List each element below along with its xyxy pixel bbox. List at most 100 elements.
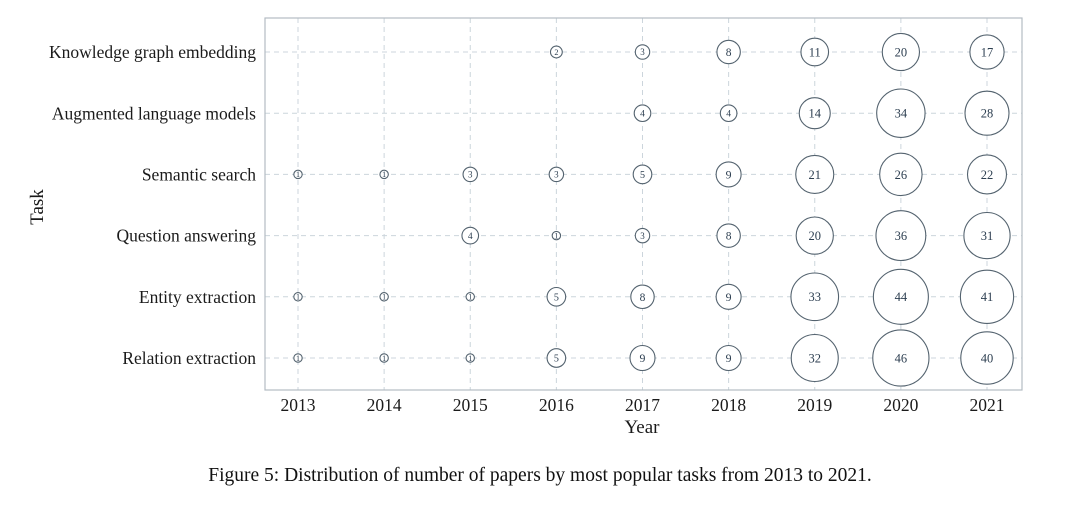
bubble-value-label: 4: [468, 231, 473, 242]
bubble-2019-value: [795, 154, 835, 194]
bubble-2019-value: [790, 272, 840, 322]
bubble-2020-value: [881, 32, 921, 72]
bubble-2018-value: [715, 344, 742, 372]
bubble-value-label: 5: [554, 354, 559, 365]
bubble-2013-value: [293, 292, 303, 302]
bubble-value-label: 9: [640, 351, 646, 365]
bubble-2015-value: [465, 292, 475, 302]
bubble-value-label: 1: [554, 231, 558, 240]
bubble-2017-value: [632, 164, 653, 185]
bubble-value-label: 20: [809, 229, 822, 243]
bubble-value-label: 22: [981, 168, 994, 182]
x-tick-label: 2019: [797, 395, 832, 415]
x-tick-label: 2018: [711, 395, 746, 415]
bubble-2020-value: [875, 210, 927, 262]
bubble-value-label: 1: [382, 170, 386, 179]
x-tick-label: 2014: [367, 395, 402, 415]
bubble-value-label: 4: [640, 109, 645, 120]
bubble-2021-value: [966, 154, 1008, 195]
bubble-2015-value: [461, 226, 480, 245]
bubble-value-label: 41: [981, 290, 994, 304]
y-tick-label: Relation extraction: [122, 348, 256, 368]
bubble-value-label: 9: [726, 290, 732, 304]
bubble-2015-value: [462, 166, 478, 183]
x-tick-label: 2015: [453, 395, 488, 415]
bubble-2015-value: [465, 353, 475, 363]
bubble-value-label: 1: [468, 293, 472, 302]
bubble-value-label: 33: [809, 290, 822, 304]
bubble-2013-value: [293, 169, 303, 180]
bubble-2020-value: [879, 152, 923, 197]
bubble-value-label: 44: [895, 290, 908, 304]
x-tick-label: 2017: [625, 395, 660, 415]
bubble-value-label: 31: [981, 229, 994, 243]
bubble-2018-value: [716, 223, 741, 248]
bubble-value-label: 3: [640, 47, 645, 57]
bubble-value-label: 8: [726, 231, 732, 243]
bubble-2016-value: [548, 166, 565, 183]
bubble-2017-value: [634, 44, 651, 60]
bubble-value-label: 9: [726, 351, 732, 365]
bubble-value-label: 5: [640, 170, 645, 181]
bubble-value-label: 1: [468, 354, 472, 363]
bubble-2017-value: [630, 284, 655, 310]
bubble-value-label: 1: [296, 293, 300, 302]
bubble-2014-value: [379, 169, 389, 180]
y-tick-label: Semantic search: [142, 165, 256, 185]
y-tick-label: Augmented language models: [52, 103, 256, 123]
bubble-2016-value: [549, 45, 563, 59]
y-tick-label: Entity extraction: [139, 287, 256, 307]
x-tick-label: 2021: [970, 395, 1005, 415]
bubble-2020-value: [876, 88, 926, 138]
bubble-value-label: 28: [981, 107, 994, 121]
bubble-2018-value: [719, 104, 738, 123]
bubble-value-label: 40: [981, 351, 994, 365]
bubble-2017-value: [633, 104, 652, 123]
bubble-value-label: 1: [382, 293, 386, 302]
bubble-2017-value: [634, 227, 651, 244]
bubble-value-label: 3: [468, 170, 473, 180]
bubble-value-label: 3: [640, 231, 645, 241]
bubble-value-label: 36: [895, 229, 908, 243]
bubble-2019-value: [795, 216, 834, 255]
bubble-value-label: 1: [296, 170, 300, 179]
bubble-2019-value: [800, 37, 830, 67]
bubble-2013-value: [293, 353, 303, 363]
bubble-value-label: 3: [554, 170, 559, 180]
bubble-2018-value: [716, 39, 741, 65]
bubble-value-label: 2: [554, 48, 558, 57]
bubble-value-label: 8: [640, 292, 646, 304]
bubble-value-label: 20: [895, 45, 908, 59]
bubble-value-label: 1: [382, 354, 386, 363]
bubble-2018-value: [715, 283, 742, 310]
bubble-value-label: 32: [809, 351, 822, 365]
plot-border: [264, 17, 1023, 391]
bubble-2016-value: [546, 348, 567, 368]
y-tick-label: Question answering: [117, 226, 257, 246]
y-axis-title: Task: [27, 189, 48, 225]
bubble-value-label: 8: [726, 47, 732, 59]
y-tick-label: Knowledge graph embedding: [49, 42, 256, 62]
bubble-value-label: 9: [726, 168, 732, 182]
bubble-value-label: 21: [809, 168, 822, 182]
bubble-value-label: 4: [726, 109, 731, 120]
x-tick-label: 2013: [281, 395, 316, 415]
bubble-2021-value: [969, 34, 1005, 70]
bubble-2014-value: [379, 292, 389, 302]
x-axis-title: Year: [624, 417, 660, 438]
bubble-2019-value: [798, 97, 831, 130]
bubble-2021-value: [960, 331, 1014, 385]
bubble-2019-value: [790, 333, 839, 383]
bubble-2014-value: [379, 353, 389, 363]
bubble-value-label: 46: [895, 351, 908, 365]
bubble-2016-value: [551, 230, 562, 241]
figure-caption: Figure 5: Distribution of number of pape…: [208, 465, 872, 486]
bubble-value-label: 1: [296, 354, 300, 363]
bubble-value-label: 5: [554, 292, 559, 303]
bubble-value-label: 34: [895, 107, 908, 121]
bubble-value-label: 14: [809, 107, 822, 121]
bubble-2018-value: [715, 161, 742, 188]
x-tick-label: 2016: [539, 395, 574, 415]
